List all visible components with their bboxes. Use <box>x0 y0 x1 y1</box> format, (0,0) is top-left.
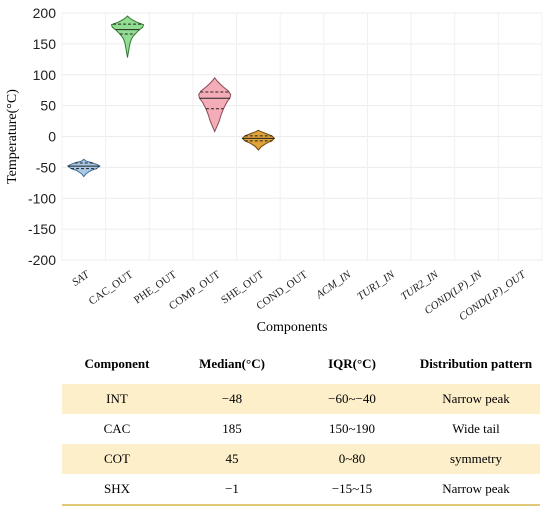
header-component: Component <box>84 355 150 371</box>
y-tick-label: -100 <box>28 190 56 206</box>
violin-she_out <box>241 129 276 151</box>
cell-pattern: Narrow peak <box>412 384 540 414</box>
cell-component: CAC <box>103 421 131 436</box>
y-tick-label: -50 <box>36 159 56 175</box>
y-tick-label: 50 <box>40 98 56 114</box>
cell-iqr: −15~15 <box>292 474 412 506</box>
header-iqr: IQR(°C) <box>328 355 376 371</box>
violin-sat <box>66 158 101 178</box>
violin-cac_out <box>110 15 145 58</box>
statistics-table-container: Component Median(°C) IQR(°C) Distributio… <box>62 342 540 506</box>
table-row: SHX −1 −15~15 Narrow peak <box>62 474 540 506</box>
y-tick-label: 0 <box>48 129 56 145</box>
y-tick-label: -150 <box>28 221 56 237</box>
header-distribution-pattern: Distribution pattern <box>419 355 533 371</box>
cell-component: COT <box>62 444 172 474</box>
cell-median: 185 <box>222 421 242 436</box>
table-row: INT −48 −60~−40 Narrow peak <box>62 384 540 414</box>
cell-iqr: 150~190 <box>328 421 376 436</box>
violin-chart: 200 150 100 50 0 -50 -100 -150 -200 SAT CAC_OUT PHE… <box>5 5 543 335</box>
table-row: COT 45 0~80 symmetry <box>62 444 540 474</box>
x-tick-label: TUR1_IN <box>355 268 397 303</box>
cell-pattern: Wide tail <box>452 421 500 436</box>
cell-pattern: Narrow peak <box>412 474 540 506</box>
table-row: CAC 185 150~190 Wide tail <box>62 414 540 444</box>
y-axis-label: Temperature(°C) <box>5 89 20 184</box>
cell-component: SHX <box>62 474 172 506</box>
y-tick-label: 100 <box>33 67 57 83</box>
x-axis-label: Components <box>257 320 328 335</box>
y-tick-label: -200 <box>28 252 56 268</box>
header-median: Median(°C) <box>199 355 265 371</box>
y-tick-label: 200 <box>33 5 57 21</box>
chart-svg: 200150100500-50-100-150-200SATCAC_OUTPHE… <box>5 5 543 335</box>
y-tick-label: 150 <box>33 36 57 52</box>
cell-pattern: symmetry <box>412 444 540 474</box>
x-tick-label: CAC_OUT <box>87 268 136 307</box>
table-header-row: Component Median(°C) IQR(°C) Distributio… <box>62 342 540 384</box>
cell-component: INT <box>62 384 172 414</box>
x-tick-label: SAT <box>70 268 92 289</box>
statistics-table: Component Median(°C) IQR(°C) Distributio… <box>62 342 540 506</box>
cell-median: −1 <box>172 474 292 506</box>
cell-iqr: −60~−40 <box>292 384 412 414</box>
cell-iqr: 0~80 <box>292 444 412 474</box>
x-tick-label: ACM_IN <box>313 268 354 302</box>
cell-median: −48 <box>172 384 292 414</box>
cell-median: 45 <box>172 444 292 474</box>
